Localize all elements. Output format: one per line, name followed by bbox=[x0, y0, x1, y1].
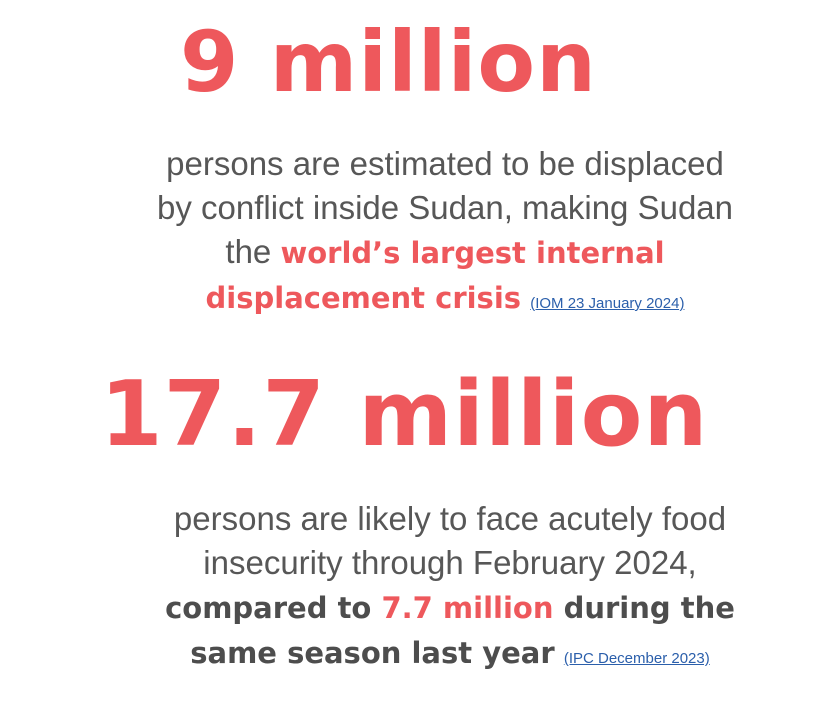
food-highlight: 7.7 million bbox=[381, 591, 554, 625]
food-line-4: same season last year (IPC December 2023… bbox=[100, 630, 800, 681]
iom-source-link[interactable]: (IOM 23 January 2024) bbox=[530, 295, 685, 312]
food-insecurity-headline: 17.7 million bbox=[100, 362, 709, 467]
food-line-1: persons are likely to face acutely food bbox=[173, 500, 727, 537]
food-strong-b: during the bbox=[553, 591, 735, 625]
food-insecurity-description: persons are likely to face acutely food … bbox=[100, 497, 800, 681]
displacement-line-4: displacement crisis (IOM 23 January 2024… bbox=[110, 275, 780, 326]
displacement-line-3-prefix: the bbox=[225, 233, 281, 270]
displacement-highlight-a: world’s largest internal bbox=[280, 236, 665, 270]
food-line-3: compared to 7.7 million during the bbox=[100, 585, 800, 630]
displacement-line-3: the world’s largest internal bbox=[110, 230, 780, 275]
displacement-description: persons are estimated to be displaced by… bbox=[110, 142, 780, 326]
food-strong-a: compared to bbox=[165, 591, 382, 625]
displacement-highlight-b: displacement crisis bbox=[205, 281, 522, 315]
food-line-2: insecurity through February 2024, bbox=[203, 544, 697, 581]
displaced-headline: 9 million bbox=[180, 13, 597, 111]
ipc-source-link[interactable]: (IPC December 2023) bbox=[563, 650, 710, 667]
displacement-line-1: persons are estimated to be displaced bbox=[166, 145, 724, 182]
displacement-line-2: by conflict inside Sudan, making Sudan bbox=[156, 189, 734, 226]
food-strong-c: same season last year bbox=[190, 636, 555, 670]
